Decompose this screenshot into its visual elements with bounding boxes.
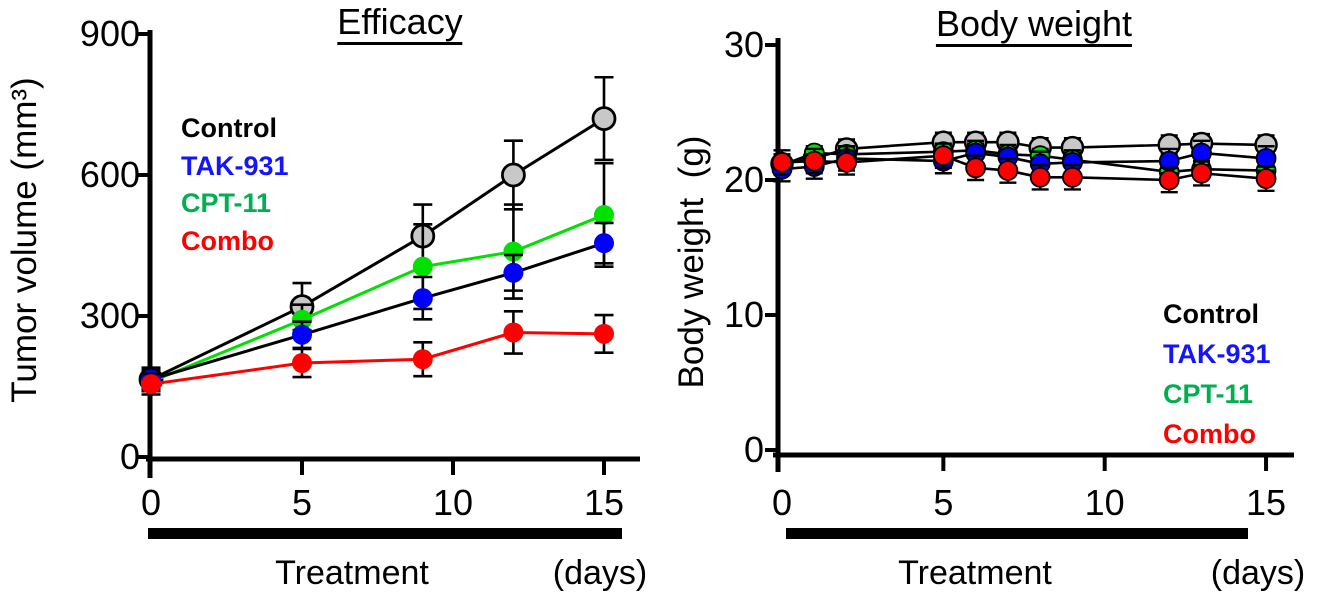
data-point [836,152,857,173]
treatment-duration-bar [148,528,622,539]
data-point [292,309,312,330]
x-tick-label: 15 [583,482,625,523]
data-point [501,162,526,188]
data-point [1255,147,1277,169]
y-tick-label: 300 [79,295,140,336]
data-point [591,106,617,131]
x-tick-label: 5 [291,482,313,523]
efficacy-chart-title: Efficacy [337,2,463,45]
x-tick-label: 0 [140,482,162,523]
efficacy-y-axis-label: Tumor volume (mm³) [5,77,44,403]
data-point [594,323,614,344]
x-tick-label: 0 [771,482,793,523]
treatment-duration-bar [786,528,1248,539]
x-tick-label: 15 [1246,482,1287,523]
y-tick-label: 0 [119,436,140,477]
series-combo [141,309,614,396]
y-tick-label: 10 [723,294,764,335]
legend-entry-combo: Combo [1163,419,1256,449]
data-point [932,145,954,167]
data-point [503,241,524,262]
data-point [412,256,433,277]
y-tick-label: 900 [79,13,140,54]
y-tick-label: 30 [723,24,764,65]
y-tick-label: 600 [79,154,140,195]
data-point [503,262,524,283]
body-weight-days-label: (days) [1210,554,1306,592]
legend-entry-tak-931: TAK-931 [1163,339,1271,369]
data-point [1158,169,1180,191]
series-combo [771,142,1277,194]
body-weight-legend: Control TAK-931 CPT-11 Combo [1163,294,1271,454]
data-point [1191,142,1212,164]
legend-entry-cpt-11: CPT-11 [1163,379,1254,409]
data-point [771,152,793,173]
data-point [1029,166,1051,188]
data-point [1191,162,1212,184]
y-tick-label: 0 [743,429,764,470]
efficacy-treatment-label: Treatment [275,554,429,592]
data-point [503,322,524,343]
data-point [1255,168,1277,190]
x-tick-label: 10 [432,482,474,523]
data-point [412,288,433,309]
data-point [292,353,312,373]
legend-entry-control: Control [181,113,277,143]
data-point [594,204,614,225]
legend-entry-combo: Combo [181,225,274,256]
data-point [803,150,825,172]
x-tick-label: 10 [1084,482,1125,523]
data-point [965,157,987,179]
legend-entry-control: Control [1163,299,1259,329]
data-point [594,233,614,254]
body-weight-treatment-label: Treatment [898,554,1052,592]
data-point [997,160,1019,181]
efficacy-legend: Control TAK-931 CPT-11 Combo [181,110,289,260]
data-point [412,349,433,370]
data-point [1062,166,1083,188]
efficacy-days-label: (days) [552,554,648,592]
series-tak-931 [141,221,614,391]
legend-entry-cpt-11: CPT-11 [181,188,272,218]
data-point [141,374,161,395]
data-point [292,324,312,345]
body-weight-chart-title: Body weight [935,4,1133,47]
y-tick-label: 20 [723,159,764,200]
x-tick-label: 5 [933,482,954,523]
legend-entry-tak-931: TAK-931 [181,150,289,181]
